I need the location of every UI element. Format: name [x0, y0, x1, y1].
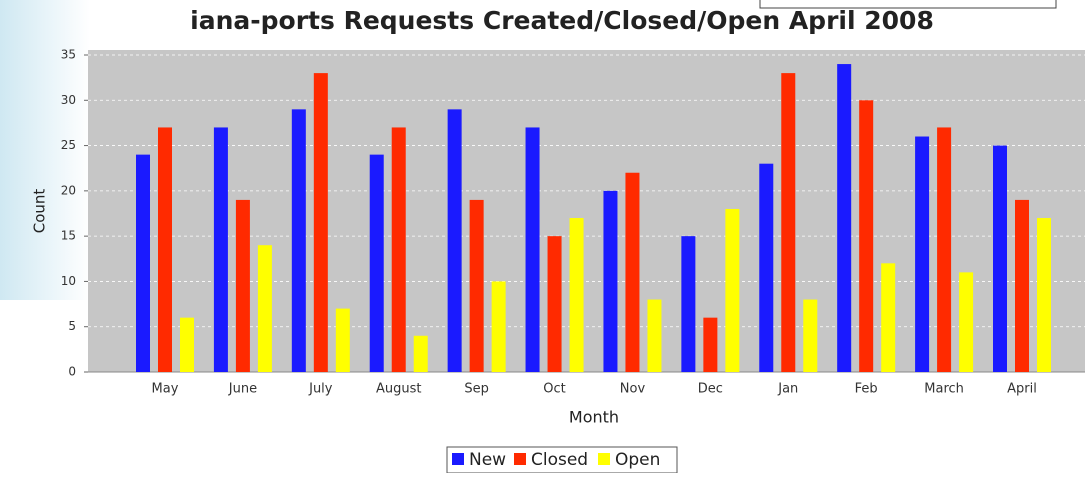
- legend-swatch: [514, 453, 526, 465]
- y-tick-label: 15: [61, 229, 76, 243]
- bar: [313, 73, 328, 372]
- bar: [213, 127, 228, 372]
- x-tick-label: Nov: [620, 382, 646, 397]
- bar: [335, 308, 350, 372]
- y-tick-label: 35: [61, 48, 76, 62]
- bar: [915, 136, 930, 372]
- bar: [959, 272, 974, 372]
- bar: [603, 190, 618, 372]
- bar: [625, 172, 640, 372]
- legend-label: Open: [615, 450, 660, 470]
- bar: [291, 109, 306, 372]
- bar: [525, 127, 540, 372]
- x-tick-label: April: [1007, 382, 1037, 397]
- x-tick-label: March: [924, 382, 964, 397]
- legend-label: Closed: [531, 450, 588, 470]
- bar: [235, 199, 250, 372]
- x-tick-label: June: [228, 382, 257, 397]
- bar: [447, 109, 462, 372]
- x-tick-label: Oct: [543, 382, 565, 397]
- bar: [681, 236, 696, 372]
- legend-swatch: [598, 453, 610, 465]
- bar: [837, 64, 852, 373]
- x-tick-label: July: [308, 382, 333, 397]
- chart-title: iana-ports Requests Created/Closed/Open …: [190, 6, 934, 35]
- y-tick-label: 20: [61, 183, 76, 197]
- bar: [158, 127, 172, 372]
- bar: [1015, 199, 1029, 372]
- legend-label: New: [469, 450, 506, 470]
- bar: [781, 73, 796, 372]
- y-tick-label: 5: [68, 319, 76, 333]
- background-decoration: [0, 0, 90, 300]
- legend-swatch: [452, 453, 464, 465]
- x-tick-label: Jan: [777, 382, 798, 397]
- bar: [547, 236, 562, 372]
- x-tick-label: Sep: [464, 382, 489, 397]
- x-tick-label: May: [152, 382, 179, 397]
- y-tick-label: 30: [61, 93, 76, 107]
- bar: [491, 281, 506, 372]
- x-tick-label: August: [376, 382, 422, 397]
- bar: [703, 317, 718, 372]
- header-box: [759, 0, 1057, 9]
- bar: [369, 154, 384, 372]
- bar: [391, 127, 406, 372]
- bar: [180, 317, 194, 372]
- x-tick-label: Dec: [698, 382, 723, 397]
- bar: [881, 263, 896, 372]
- bar: [1037, 218, 1051, 372]
- x-tick-label: Feb: [855, 382, 878, 397]
- y-axis-label: Count: [31, 189, 49, 234]
- bar: [647, 299, 662, 372]
- bar: [413, 335, 428, 372]
- y-tick-label: 25: [61, 138, 76, 152]
- bar: [937, 127, 952, 372]
- bar: [993, 145, 1007, 372]
- bar: [469, 199, 484, 372]
- bar: [803, 299, 818, 372]
- x-axis-label: Month: [569, 408, 619, 427]
- bar: [725, 208, 740, 372]
- bar: [257, 245, 272, 372]
- y-tick-label: 0: [68, 365, 76, 379]
- bar: [136, 154, 150, 372]
- bar: [759, 163, 774, 372]
- bar: [859, 100, 874, 373]
- bar: [569, 218, 584, 372]
- y-tick-label: 10: [61, 274, 76, 288]
